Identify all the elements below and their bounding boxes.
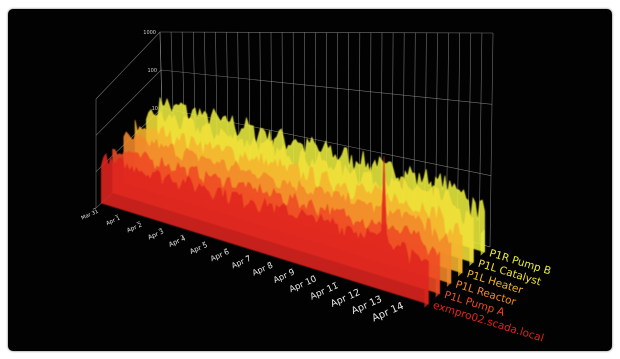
x-tick-label: Apr 4 [167, 234, 186, 249]
chart-frame: Mar 31 Apr 1 Apr 2 Apr 3 Apr 4 Apr 5 Apr 6 Apr … [8, 9, 612, 351]
y-tick-label: 10 [152, 106, 158, 112]
y-tick-label: 100 [147, 68, 157, 74]
series-end-cap [481, 229, 485, 255]
x-tick-label: Apr 9 [272, 267, 296, 285]
y-tick-label: 1000 [143, 30, 156, 36]
series-end-cap [458, 252, 462, 276]
grid-line [490, 33, 493, 247]
x-tick-label: Apr 6 [209, 247, 231, 263]
x-tick-label: Apr 3 [147, 228, 165, 241]
grid-line [96, 32, 160, 99]
x-tick-label: Apr 5 [189, 241, 209, 256]
x-tick-label: Apr 2 [126, 222, 143, 234]
x-tick-label: Apr 7 [230, 254, 252, 271]
series-end-cap [469, 241, 473, 266]
y-axis-labels: 1000 100 10 [143, 30, 158, 112]
x-tick-label: Mar 31 [81, 209, 100, 222]
series-end-cap [447, 264, 451, 287]
x-tick-label: Apr 1 [105, 216, 121, 227]
